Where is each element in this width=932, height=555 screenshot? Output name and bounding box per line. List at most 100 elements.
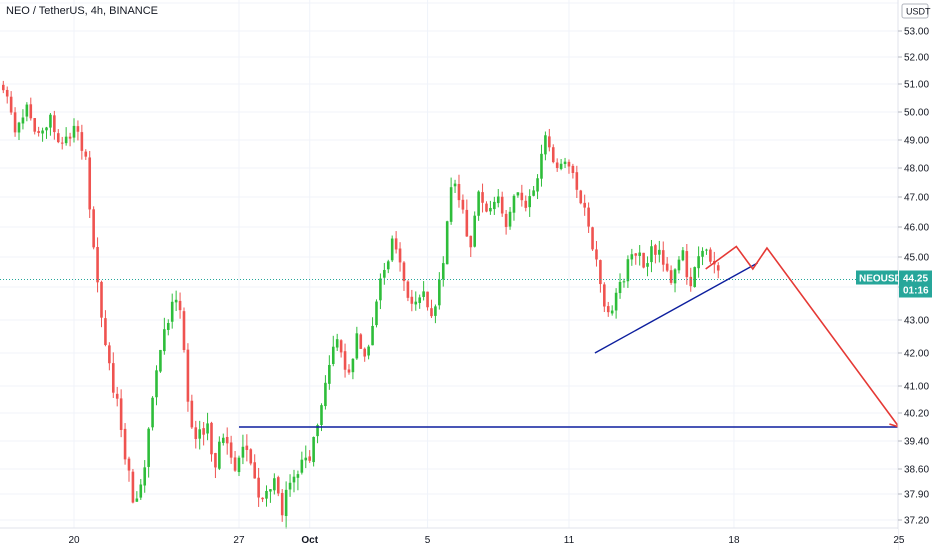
candle-body [186, 349, 190, 402]
candle-body [139, 484, 143, 498]
candle-body [229, 442, 233, 458]
candle-body [166, 323, 170, 330]
candle-body [221, 437, 225, 443]
candle-body [426, 291, 429, 308]
candle-body [276, 477, 280, 494]
candle-body [233, 457, 237, 471]
currency-box[interactable] [901, 3, 929, 19]
candle-body [198, 429, 202, 439]
symbol-badge-label: NEOUSDT [859, 274, 908, 285]
candle-body [29, 104, 33, 119]
price-tick-label: 53.00 [904, 27, 929, 38]
candle-body [265, 490, 268, 499]
candle-body [634, 253, 638, 256]
candle-body [363, 348, 366, 357]
candle-body [111, 363, 115, 393]
candle-body [100, 281, 103, 318]
candle-body [155, 370, 158, 398]
candle-body [508, 211, 512, 227]
candle-body [386, 261, 390, 270]
candle-body [642, 252, 645, 268]
candle-body [261, 497, 264, 500]
candle-body [406, 281, 410, 298]
candle-body [603, 284, 606, 307]
candle-body [485, 203, 488, 212]
candle-body [131, 471, 135, 503]
candle-body [355, 333, 359, 359]
candle-body [669, 270, 673, 283]
candle-body [449, 187, 453, 222]
price-badge [899, 270, 932, 298]
candle-body [457, 184, 461, 201]
candle-body [705, 249, 708, 251]
time-axis[interactable] [0, 529, 898, 550]
candle-body [273, 478, 276, 491]
candle-body [489, 207, 492, 212]
candle-body [697, 256, 700, 269]
candle-body [92, 209, 95, 248]
candle-body [351, 358, 355, 373]
candle-body [225, 436, 229, 444]
candle-body [512, 195, 516, 213]
candle-body [170, 301, 174, 322]
candle-body [622, 281, 626, 283]
candle-body [367, 346, 370, 356]
candle-body [630, 254, 634, 260]
candle-body [701, 250, 704, 257]
candle-body [312, 436, 315, 463]
candle-body [548, 136, 551, 148]
candle-body [37, 131, 40, 133]
candle-body [544, 135, 547, 155]
candle-body [383, 269, 386, 278]
ascending-trendline[interactable] [594, 262, 758, 354]
time-tick-label: Oct [301, 535, 318, 546]
candle-body [68, 136, 72, 139]
candle-body [654, 245, 657, 255]
price-tick-label: 42.00 [904, 349, 929, 360]
candle-body [422, 291, 425, 297]
candle-body [481, 192, 484, 203]
candle-body [473, 215, 476, 247]
candle-body [414, 301, 418, 305]
candle-body [677, 259, 681, 271]
candle-body [555, 162, 559, 169]
candle-body [563, 161, 567, 165]
price-badge-countdown: 01:16 [903, 286, 929, 297]
candle-body [72, 125, 76, 138]
candle-body [182, 311, 186, 350]
candle-body [591, 227, 594, 250]
candle-body [658, 249, 661, 255]
candle-body [477, 191, 480, 216]
candle-body [410, 296, 414, 304]
projection-path[interactable] [705, 245, 900, 428]
candle-body [595, 249, 598, 260]
candle-body [709, 249, 712, 262]
candle-body [300, 459, 304, 473]
candle-body [214, 453, 217, 468]
candle-body [147, 428, 150, 467]
candle-body [5, 89, 9, 97]
price-tick-label: 37.90 [904, 490, 929, 501]
candle-body [96, 247, 99, 283]
candle-body [163, 329, 166, 352]
time-tick-label: 5 [425, 535, 431, 546]
candle-body [343, 351, 347, 370]
candle-body [567, 161, 571, 167]
candle-body [284, 489, 288, 517]
candle-body [496, 196, 500, 204]
candle-body [441, 263, 445, 280]
price-tick-label: 45.00 [904, 253, 929, 264]
candle-body [681, 250, 685, 261]
candle-body [245, 445, 249, 450]
candle-body [716, 265, 720, 271]
candle-body [292, 476, 296, 483]
candle-body [465, 209, 469, 237]
candle-body [104, 318, 107, 346]
price-badge-value: 44.25 [903, 274, 928, 285]
currency-label: USDT [906, 7, 931, 17]
candle-body [540, 153, 543, 179]
candle-body [237, 457, 241, 473]
candle-body [536, 178, 539, 192]
